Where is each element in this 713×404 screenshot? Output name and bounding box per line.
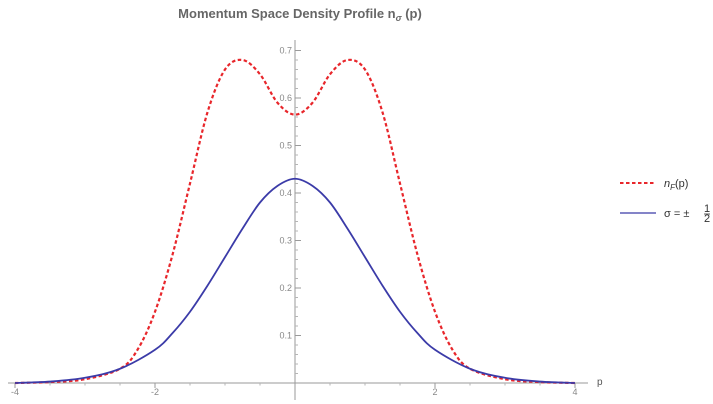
y-tick-label: 0.4 [279, 188, 292, 198]
chart-title: Momentum Space Density Profile nσ (p) [178, 6, 422, 23]
y-tick-label: 0.5 [279, 141, 292, 151]
legend: nF(p) σ = ± 12 [620, 178, 710, 225]
series-layer [14, 58, 576, 385]
x-tick-label: -4 [11, 387, 19, 397]
x-tick-label: 4 [572, 387, 577, 397]
y-tick-label: 0.7 [279, 46, 292, 56]
y-tick-label: 0.6 [279, 93, 292, 103]
x-axis-label: p [597, 377, 603, 388]
y-tick-label: 0.2 [279, 283, 292, 293]
y-tick-label: 0.3 [279, 236, 292, 246]
x-tick-label: -2 [151, 387, 159, 397]
series-line-1 [14, 177, 576, 384]
x-tick-label: 2 [432, 387, 437, 397]
legend-label-0: nF(p) [664, 178, 688, 192]
legend-label-1: σ = ± [664, 208, 689, 220]
y-tick-label: 0.1 [279, 331, 292, 341]
series-line-0 [14, 58, 576, 385]
legend-frac-den: 2 [704, 213, 710, 225]
axes: -4 -2 2 4 p 0.1 0.2 0.3 0.4 0.5 0.6 0.7 [8, 40, 603, 400]
legend-frac-num: 1 [704, 203, 710, 215]
